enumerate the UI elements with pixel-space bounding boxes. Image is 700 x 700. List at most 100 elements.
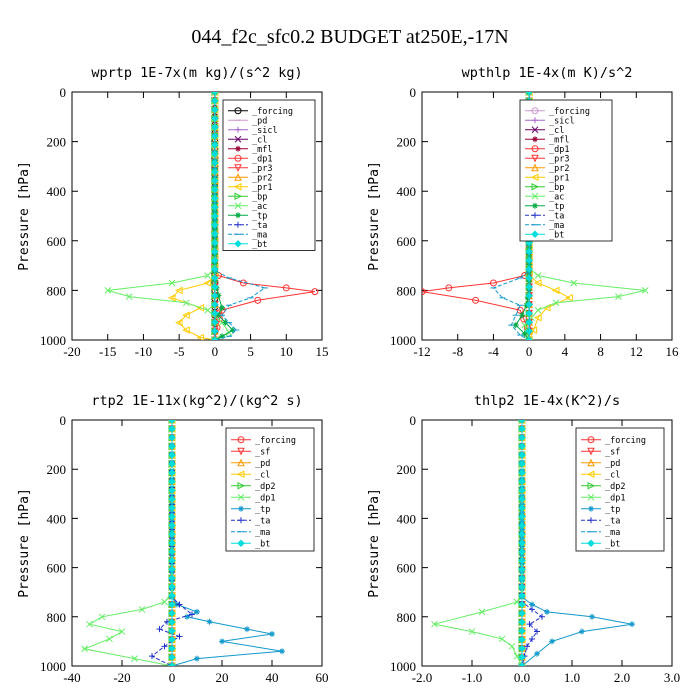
- panel-1-ytick-label: 400: [47, 184, 67, 199]
- panel-1-series-bt-point: [211, 283, 219, 291]
- panel-1-series-pr1-point: [203, 279, 212, 287]
- panel-4-series-tp-point: [629, 621, 635, 628]
- panel-1-series-bt-point: [211, 92, 219, 96]
- panel-4-legend-pd-label: _pd: [605, 459, 620, 469]
- panel-4-series-bt-point: [518, 521, 526, 530]
- panel-3-series-bt-point: [168, 425, 176, 433]
- panel-1-series-bt-point: [211, 114, 219, 123]
- panel-1-series-bt-point: [211, 309, 219, 318]
- panel-4-series-ta-point: [526, 621, 533, 628]
- panel-1-legend-dp1-marker: [234, 154, 242, 162]
- panel-2-series-ac-point: [552, 299, 560, 307]
- panel-3-legend-bt-label: _bt: [255, 539, 270, 549]
- panel-3-legend: _forcing_sf _pd_cl _dp2_dp1 _tp_ta _ma_bt: [225, 427, 315, 552]
- panel-2-legend-pr3-label: _pr3: [549, 154, 569, 164]
- panel-1-legend-pd-label: _pd: [252, 116, 267, 126]
- panel-4-series-bt-point: [518, 618, 526, 626]
- panel-2-series-bt-point: [525, 283, 533, 291]
- panel-3-series-dp1-point: [86, 620, 93, 628]
- panel-3-xtick-label: 40: [266, 670, 279, 685]
- panel-1-series-ac-point: [168, 279, 176, 287]
- panel-3-xtick-label: 0: [169, 670, 176, 685]
- panel-3-series-dp1-point: [81, 645, 88, 653]
- panel-4-series-dp1-point: [508, 642, 516, 650]
- panel-3-xtick-label: 20: [216, 670, 229, 685]
- panel-3-series-bt-point: [168, 521, 176, 530]
- panel-1-series-pr1-point: [182, 326, 190, 334]
- panel-3-series-bt-point: [168, 486, 176, 494]
- panel-4-series-dp1-point: [513, 652, 521, 660]
- panel-3-legend-ta-marker: [238, 517, 244, 524]
- panel-4-plot-area: [431, 420, 635, 666]
- panel-4-xtick-label: 2.0: [614, 670, 630, 685]
- panel-2-legend-bp-marker: [531, 182, 540, 191]
- panel-3-title: rtp2 1E-11x(kg^2)/(kg^2 s): [91, 393, 302, 409]
- panel-3-series-tp-point: [194, 655, 200, 662]
- panel-4-series-bt-point: [518, 512, 526, 521]
- panel-4-series-dp1-point: [498, 635, 506, 643]
- panel-3-xtick-label: -40: [63, 670, 80, 685]
- panel-2-legend-sicl-label: _sicl: [549, 116, 575, 126]
- panel-3-ylabel: Pressure [hPa]: [17, 488, 32, 598]
- panel-3-series-tp-point: [184, 613, 190, 620]
- panel-4-series-tp-point: [579, 628, 585, 635]
- panel-4-legend-ta-marker: [588, 517, 594, 524]
- panel-2-series-tp-point: [521, 330, 528, 337]
- panel-2-legend-pr1-marker: [530, 173, 539, 182]
- panel-1-series-bt-point: [211, 123, 219, 132]
- panel-2-legend-tp-marker: [532, 202, 538, 209]
- panel-1-legend-cl-marker: [234, 135, 242, 143]
- panel-2-xtick-label: 16: [666, 344, 680, 359]
- panel-3-series-ta-line: [151, 420, 194, 666]
- panel-1-series-dp1-point: [311, 288, 319, 296]
- panel-4-series-bt-point: [518, 433, 526, 442]
- panel-3-series-dp1-point: [106, 635, 113, 643]
- panel-2-series-ac-point: [641, 287, 649, 294]
- panel-1-legend-ac-label: _ac: [252, 202, 267, 212]
- panel-4-legend: _forcing_sf _pd_cl _dp2_dp1 _tp_ta _ma_bt: [575, 427, 665, 552]
- panel-1-series-pr1-point: [175, 286, 183, 295]
- panel-1-title: wprtp 1E-7x(m kg)/(s^2 kg): [91, 65, 302, 81]
- panel-4-series-bt-point: [518, 600, 526, 609]
- panel-2-ytick-label: 400: [397, 184, 417, 199]
- panel-2-xtick-label: -12: [413, 344, 430, 359]
- panel-4-series-bt-point: [518, 469, 526, 477]
- panel-1-series-bt-point: [211, 168, 219, 176]
- panel-1-legend-bp-marker: [234, 192, 243, 201]
- panel-3-series-dp1-point: [161, 598, 168, 606]
- panel-1-series-bt-point: [211, 194, 219, 202]
- panel-3-axes-frame: [71, 419, 323, 667]
- panel-1-series-pr1-point: [196, 333, 205, 340]
- panel-1-legend-pr2-label: _pr2: [252, 173, 272, 183]
- panel-1-series-dp1-point: [254, 296, 262, 304]
- panel-2-legend: _forcing_sicl_cl_mfl_dp1_pr3_pr2_pr1_bp_…: [519, 99, 613, 242]
- panel-3-legend-dp1-label: _dp1: [255, 493, 275, 503]
- panel-1-series-ac-point: [204, 306, 212, 314]
- panel-1-xtick-label: 0: [212, 344, 219, 359]
- panel-1-series-bt-point: [211, 274, 219, 282]
- panel-2-series-tp-point: [512, 322, 519, 329]
- panel-2-legend-forcing-label: _forcing: [549, 107, 590, 117]
- panel-1-series-bt-point: [211, 247, 219, 256]
- panel-3-legend-sf-label: _sf: [255, 447, 270, 457]
- panel-4-title: thlp2 1E-4x(K^2)/s: [474, 393, 620, 409]
- panel-1-legend-mfl-label: _mfl: [252, 145, 272, 155]
- panel-4-xtick-label: 0.0: [514, 670, 530, 685]
- panel-4-ylabel: Pressure [hPa]: [367, 488, 382, 598]
- panel-2-series-bt-point: [525, 265, 533, 273]
- panel-1-series-tp-point: [219, 304, 225, 311]
- panel-3-series-bt-point: [168, 530, 176, 538]
- panel-3-series-tp-point: [194, 608, 200, 615]
- panel-2-ylabel: Pressure [hPa]: [367, 161, 382, 271]
- panel-1-series-bt-point: [211, 176, 219, 185]
- panel-1-legend-ac-marker: [234, 202, 242, 210]
- panel-4-series-bt-point: [518, 442, 526, 451]
- panel-2-axes-frame: [421, 91, 673, 341]
- panel-3-legend-dp1-marker: [237, 493, 245, 501]
- panel-3-series-dp1-point: [118, 628, 126, 635]
- panel-1-series-pr1-point: [175, 318, 183, 327]
- panel-1-legend-pr2-marker: [234, 173, 242, 181]
- panel-4-series-bt-point: [518, 460, 526, 468]
- panel-4-series-bt-point: [518, 644, 526, 653]
- panel-2-legend-ma-label: _ma: [549, 221, 564, 231]
